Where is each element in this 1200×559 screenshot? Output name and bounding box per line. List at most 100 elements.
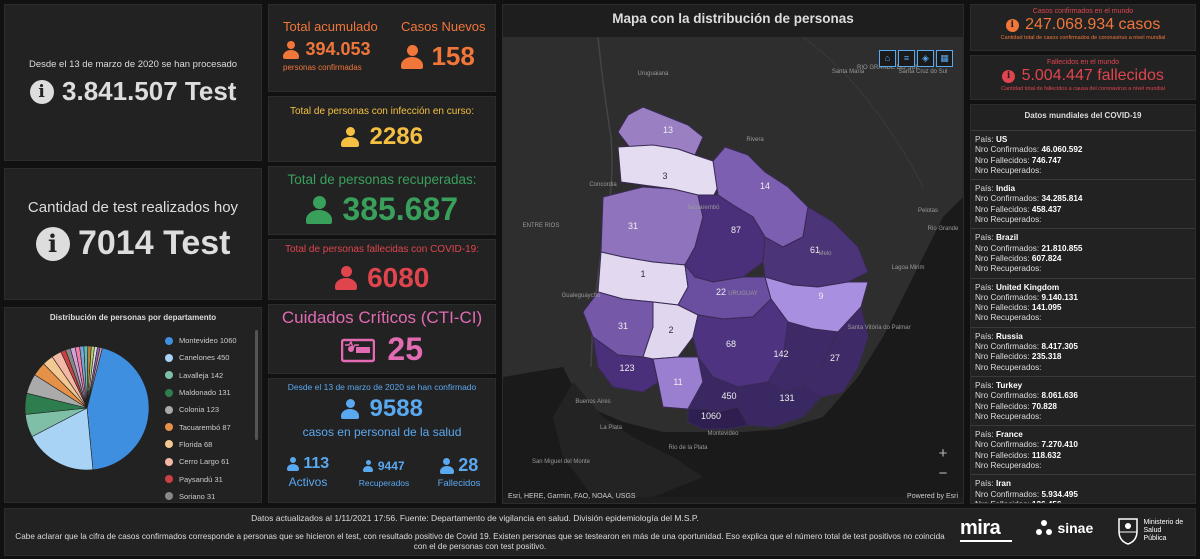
world-entry[interactable]: País: US Nro Confirmados: 46.060.592 Nro F… xyxy=(971,131,1195,181)
cti-panel: Cuidados Críticos (CTI-CI) 25 xyxy=(268,304,496,374)
department-value: 31 xyxy=(628,221,638,231)
legend-swatch xyxy=(165,353,173,362)
world-entry-value: Iran xyxy=(995,479,1011,489)
distribution-legend: Montevideo 1060 Canelones 450 Lavalleja 14… xyxy=(165,332,255,505)
tests-today-value: 7014 Test xyxy=(77,224,231,262)
department-value: 450 xyxy=(721,391,736,401)
home-icon[interactable]: ⌂ xyxy=(879,50,896,67)
world-entry-line: Nro Confirmados: 21.810.855 xyxy=(975,244,1191,254)
world-entry-line: Nro Fallecidos: 235.318 xyxy=(975,352,1191,362)
layers-icon[interactable]: ◈ xyxy=(917,50,934,67)
legend-item[interactable]: Maldonado 131 xyxy=(165,384,255,401)
footer-note: Cabe aclarar que la cifra de casos confi… xyxy=(15,532,945,551)
department-value: 14 xyxy=(760,181,770,191)
legend-item[interactable]: Soriano 31 xyxy=(165,488,255,505)
legend-item[interactable]: Paysandú 31 xyxy=(165,470,255,487)
world-entry-label: Nro Confirmados: xyxy=(975,342,1040,352)
place-label: Uruguaiana xyxy=(637,71,669,77)
legend-item[interactable]: Lavalleja 142 xyxy=(165,367,255,384)
world-entry[interactable]: País: India Nro Confirmados: 34.285.814 Nr… xyxy=(971,180,1195,230)
world-entry[interactable]: País: United Kingdom Nro Confirmados: 9.1… xyxy=(971,279,1195,328)
world-entry-line: Nro Recuperados: xyxy=(975,461,1191,471)
world-entry[interactable]: País: Brazil Nro Confirmados: 21.810.855 N… xyxy=(971,229,1195,279)
world-entry-line: Nro Recuperados: xyxy=(975,412,1191,422)
legend-label: Maldonado 131 xyxy=(179,388,231,398)
legend-item[interactable]: Florida 68 xyxy=(165,436,255,453)
map-panel[interactable]: Mapa con la distribución de personas 13 xyxy=(502,4,964,504)
world-entry-line: Nro Fallecidos: 70.828 xyxy=(975,402,1191,412)
pie-slice[interactable] xyxy=(86,347,150,471)
sinae-emblem-icon xyxy=(1036,520,1052,535)
world-entry[interactable]: País: France Nro Confirmados: 7.270.410 Nr… xyxy=(971,426,1195,476)
place-label: Santa Maria xyxy=(832,69,865,75)
world-entry-value: 46.060.592 xyxy=(1041,145,1083,155)
place-label: Gualeguaychú xyxy=(562,293,601,299)
world-entry-label: Nro Fallecidos: xyxy=(975,253,1030,263)
department-value: 2 xyxy=(668,325,673,335)
info-icon: i xyxy=(35,226,70,261)
person-icon xyxy=(363,459,374,472)
recuperadas-value: 385.687 xyxy=(342,191,459,227)
pie-slice[interactable] xyxy=(31,407,94,471)
legend-item[interactable]: Canelones 450 xyxy=(165,349,255,366)
world-entry-value: 8.061.636 xyxy=(1041,391,1078,401)
world-list[interactable]: País: US Nro Confirmados: 46.060.592 Nro F… xyxy=(971,130,1195,503)
department-value: 27 xyxy=(830,353,840,363)
legend-label: Cerro Largo 61 xyxy=(179,457,230,467)
world-entry-value: 70.828 xyxy=(1031,401,1057,411)
world-entry-value: 21.810.855 xyxy=(1041,243,1083,253)
legend-swatch xyxy=(165,371,173,380)
world-entry-line: País: US xyxy=(975,135,1191,145)
person-icon xyxy=(334,266,357,290)
legend-list-icon[interactable]: ≡ xyxy=(898,50,915,67)
legend-swatch xyxy=(165,423,173,432)
en-curso-panel: Total de personas con infección en curso… xyxy=(268,96,496,162)
world-entry-label: Nro Recuperados: xyxy=(975,165,1042,175)
zoom-in-button[interactable]: + xyxy=(938,445,948,462)
basemap-gallery-icon[interactable]: ▦ xyxy=(936,50,953,67)
place-label: Montevideo xyxy=(707,431,739,437)
fallecidas-panel: Total de personas fallecidas con COVID-1… xyxy=(268,239,496,300)
legend-item[interactable]: Montevideo 1060 xyxy=(165,332,255,349)
place-label: Buenos Aires xyxy=(575,399,610,405)
world-entry-line: Nro Fallecidos: 458.437 xyxy=(975,205,1191,215)
world-entry-value: 8.417.305 xyxy=(1041,342,1078,352)
world-list-panel: Datos mundiales del COVID-19 País: US Nro… xyxy=(970,104,1196,504)
legend-item[interactable]: Colonia 123 xyxy=(165,401,255,418)
pie-slice[interactable] xyxy=(86,347,103,409)
place-label: Rivera xyxy=(746,137,764,143)
salud-value: 9588 xyxy=(369,395,423,422)
map-title: Mapa con la distribución de personas xyxy=(612,11,854,26)
cti-title: Cuidados Críticos (CTI-CI) xyxy=(281,308,483,327)
world-entry-label: Nro Recuperados: xyxy=(975,411,1042,421)
world-entry-value: 458.437 xyxy=(1031,204,1062,214)
person-icon xyxy=(286,457,299,471)
map-powered-by[interactable]: Powered by Esri xyxy=(907,493,958,500)
fallecidas-title: Total de personas fallecidas con COVID-1… xyxy=(285,244,479,255)
distribution-pie-chart[interactable] xyxy=(5,332,155,492)
world-entry-value: 607.824 xyxy=(1031,253,1062,263)
world-entry-value: United Kingdom xyxy=(995,282,1060,292)
legend-swatch xyxy=(165,336,173,345)
legend-label: Montevideo 1060 xyxy=(179,336,237,346)
world-entry-label: Nro Confirmados: xyxy=(975,243,1040,253)
map-canvas[interactable]: 13 3 14 31 87 61 1 22 9 31 2 68 142 27 1… xyxy=(503,37,963,497)
legend-scrollbar[interactable] xyxy=(255,330,258,440)
world-entry-line: Nro Fallecidos: 126.456 xyxy=(975,500,1191,503)
legend-item[interactable]: Cerro Largo 61 xyxy=(165,453,255,470)
world-entry[interactable]: País: Turkey Nro Confirmados: 8.061.636 Nr… xyxy=(971,377,1195,427)
distribution-panel: Distribución de personas por departament… xyxy=(4,307,262,503)
legend-swatch xyxy=(165,475,173,484)
world-entry-label: País: xyxy=(975,430,994,440)
zoom-out-button[interactable]: − xyxy=(938,465,948,482)
tests-total-value: 3.841.507 Test xyxy=(62,76,237,106)
world-list-title: Datos mundiales del COVID-19 xyxy=(1024,111,1142,120)
legend-item[interactable]: Tacuarembó 87 xyxy=(165,418,255,435)
salud-fallecidos-value: 28 xyxy=(458,455,479,475)
world-entry-line: País: Iran xyxy=(975,479,1191,489)
world-entry-line: Nro Recuperados: xyxy=(975,313,1191,323)
world-entry[interactable]: País: Russia Nro Confirmados: 8.417.305 Nr… xyxy=(971,328,1195,377)
world-entry-value: 126.456 xyxy=(1032,500,1062,503)
salud-fallecidos-label: Fallecidos xyxy=(437,478,481,489)
